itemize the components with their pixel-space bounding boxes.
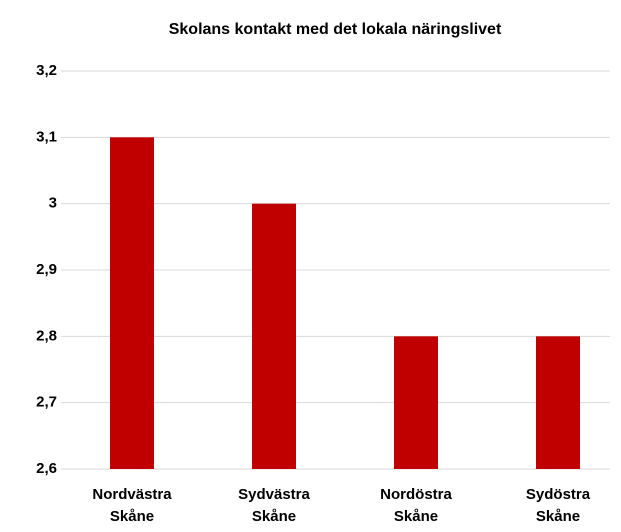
y-tick-label: 3,1 [36,128,57,145]
x-tick-label: Sydvästra Skåne [238,486,310,525]
y-tick-label: 2,9 [36,261,57,278]
bar [110,137,154,470]
y-tick-label: 3,2 [36,62,57,79]
x-tick-label: Nordvästra Skåne [92,486,172,525]
bar [536,336,580,469]
y-tick-label: 3 [49,195,57,212]
x-tick-label: Sydöstra Skåne [526,486,591,525]
chart-title: Skolans kontakt med det lokala näringsli… [169,21,502,38]
x-tick-label: Nordöstra Skåne [380,486,452,525]
bar [394,336,438,469]
y-tick-label: 2,6 [36,460,57,477]
bar [252,203,296,469]
y-tick-label: 2,7 [36,394,57,411]
y-tick-label: 2,8 [36,327,57,344]
